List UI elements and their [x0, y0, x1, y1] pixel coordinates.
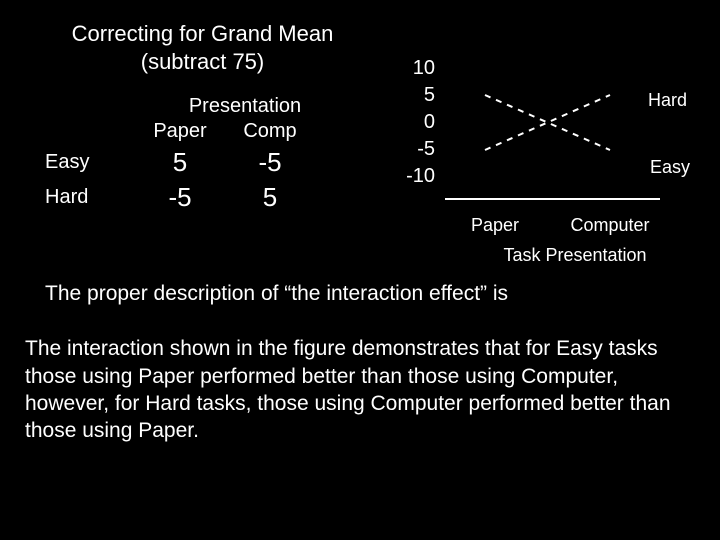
- slide-title: Correcting for Grand Mean (subtract 75): [30, 20, 355, 95]
- legend-hard: Hard: [648, 90, 687, 111]
- legend-easy: Easy: [650, 157, 690, 178]
- chart-panel: 10 5 0 -5 -10 Hard Easy Paper Computer T…: [355, 20, 695, 240]
- table-row: Easy 5 -5: [40, 145, 355, 180]
- top-section: Correcting for Grand Mean (subtract 75) …: [0, 0, 720, 240]
- cell: -5: [225, 145, 315, 180]
- cell: 5: [135, 145, 225, 180]
- y-tick: -10: [385, 166, 435, 186]
- cell: -5: [135, 180, 225, 215]
- y-tick: 0: [385, 112, 435, 132]
- x-axis-title: Task Presentation: [475, 245, 675, 266]
- y-tick: 5: [385, 85, 435, 105]
- body-text: The proper description of “the interacti…: [0, 240, 720, 444]
- table-row: Hard -5 5: [40, 180, 355, 215]
- row-label: Hard: [40, 184, 135, 211]
- description-text: The interaction shown in the figure demo…: [25, 335, 695, 444]
- table-super-header: Presentation: [40, 95, 355, 118]
- chart-svg: [445, 65, 660, 200]
- data-table: Presentation Paper Comp Easy 5 -5 Hard -…: [30, 95, 355, 215]
- x-label-computer: Computer: [555, 215, 665, 236]
- plot-area: [445, 65, 660, 200]
- title-line2: (subtract 75): [141, 49, 265, 74]
- cell: 5: [225, 180, 315, 215]
- x-label-paper: Paper: [455, 215, 535, 236]
- table-header-row: Paper Comp: [40, 118, 355, 145]
- row-label: Easy: [40, 149, 135, 176]
- col2-header: Comp: [225, 118, 315, 145]
- prompt-text: The proper description of “the interacti…: [25, 280, 695, 307]
- series-easy-line: [485, 95, 610, 150]
- y-tick: 10: [385, 58, 435, 78]
- col1-header: Paper: [135, 118, 225, 145]
- series-hard-line: [485, 95, 610, 150]
- left-panel: Correcting for Grand Mean (subtract 75) …: [0, 20, 355, 240]
- title-line1: Correcting for Grand Mean: [72, 21, 334, 46]
- y-tick: -5: [385, 139, 435, 159]
